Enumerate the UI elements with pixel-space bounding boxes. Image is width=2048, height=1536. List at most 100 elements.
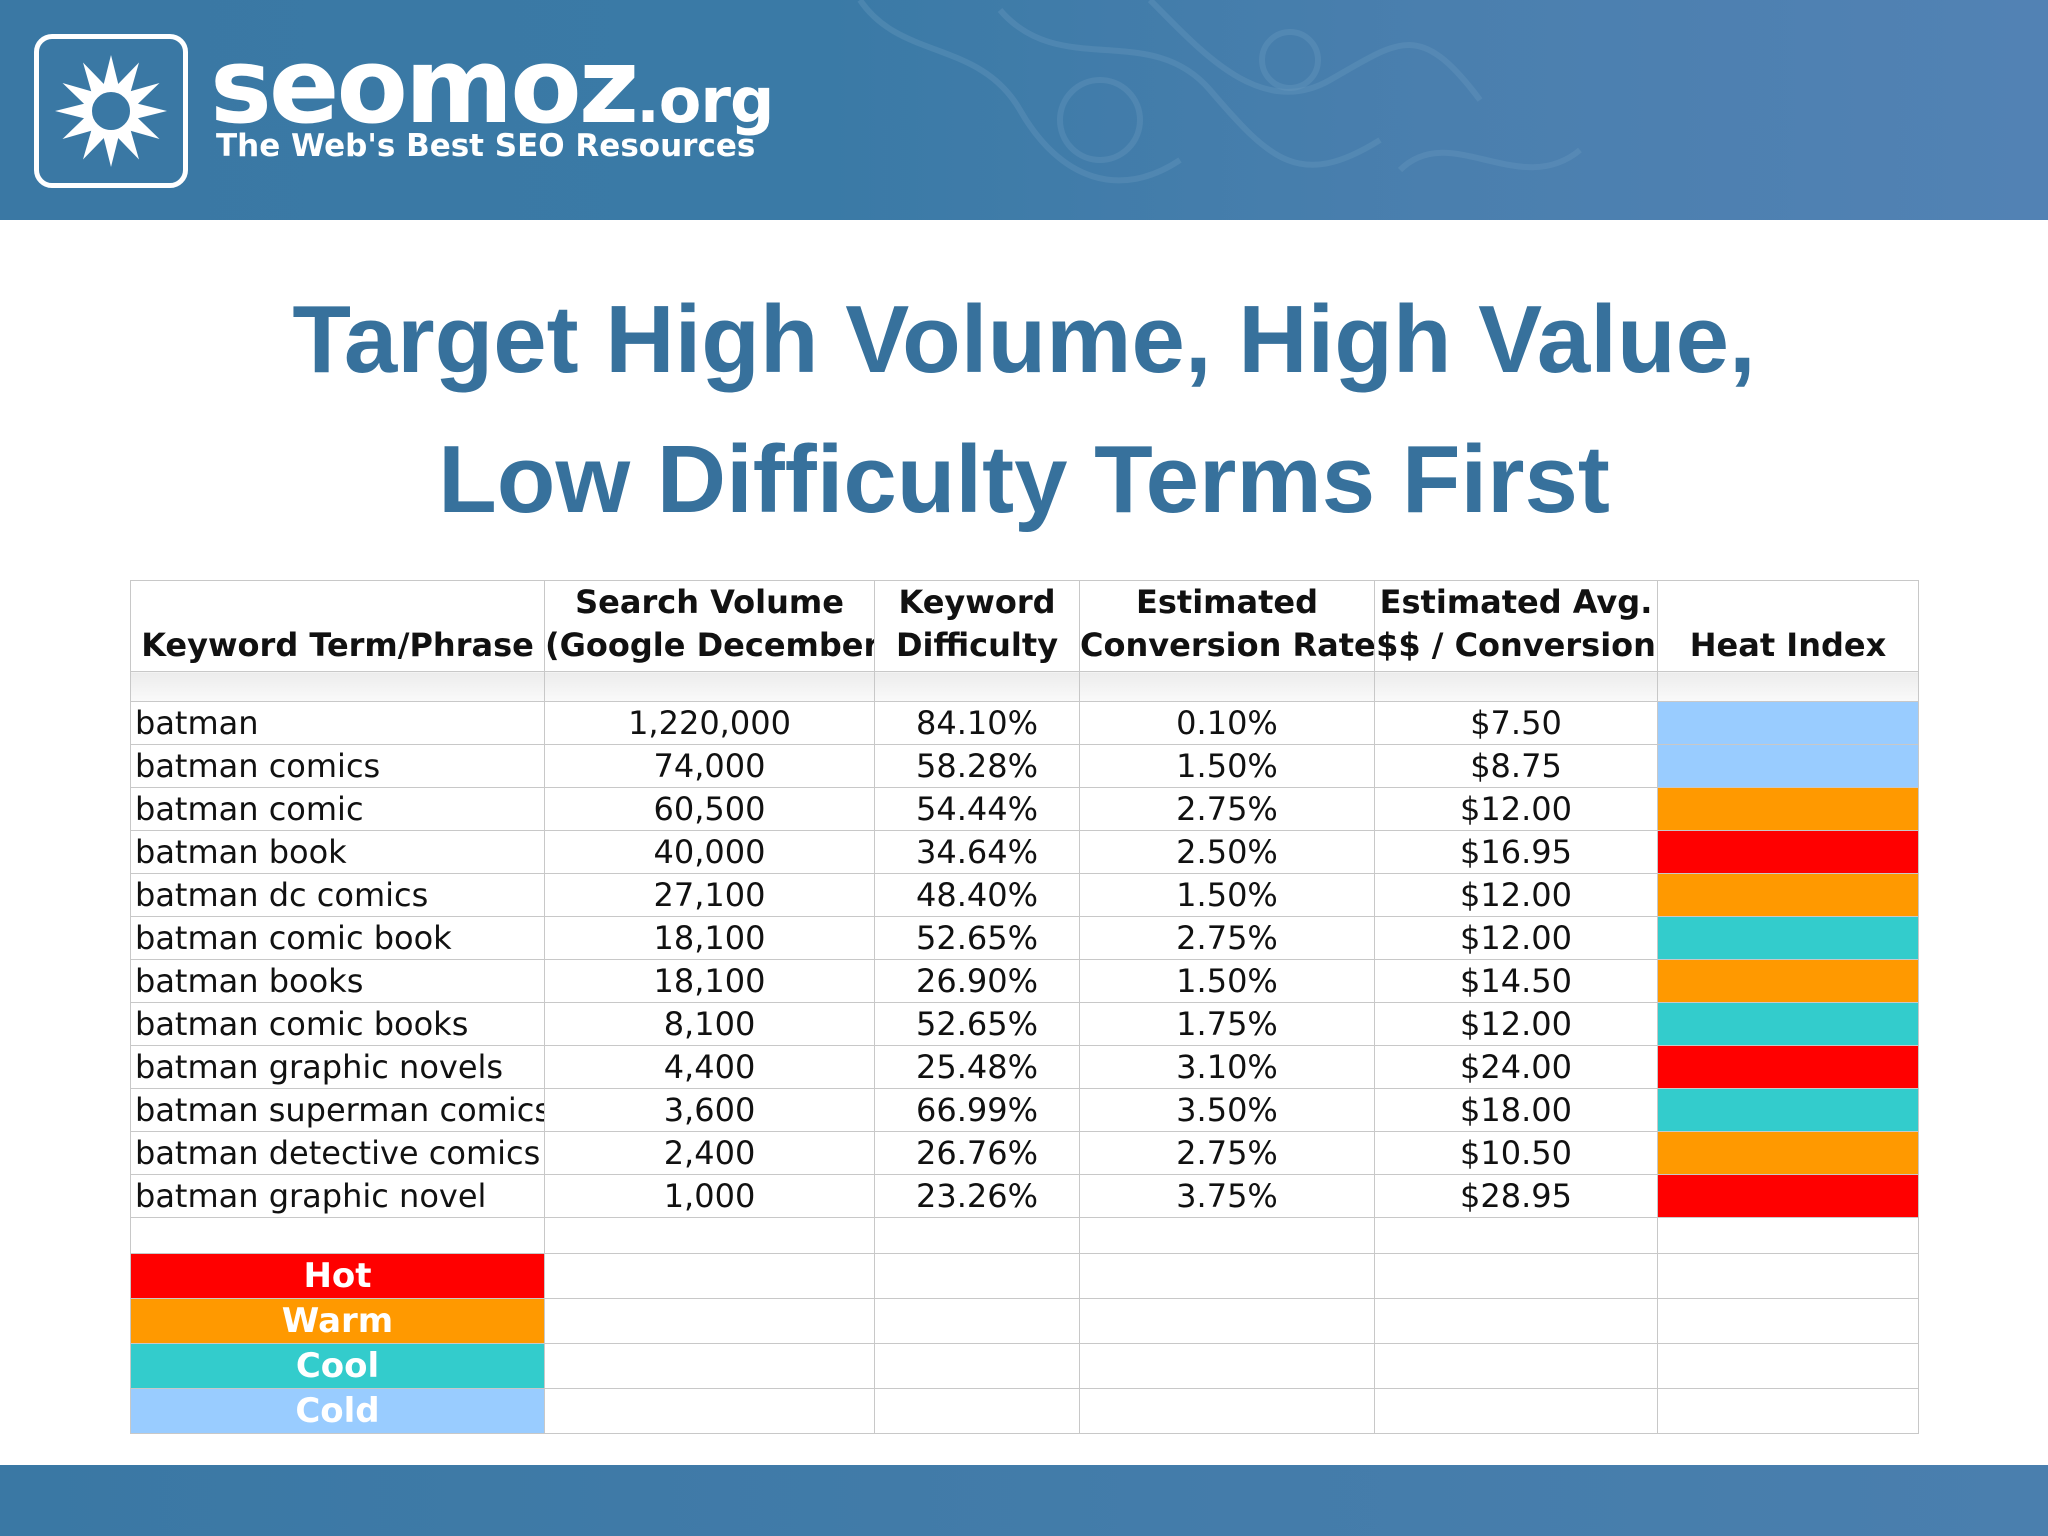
- cell-heat-index-swatch: [1657, 1002, 1919, 1046]
- footer-bar: [0, 1465, 2048, 1536]
- cell-keyword: batman comic books: [130, 1002, 545, 1046]
- cell-conversion-rate: 1.50%: [1079, 959, 1375, 1003]
- table-row: batman book 40,000 34.64% 2.50% $16.95: [130, 830, 1919, 874]
- cell-keyword: batman graphic novel: [130, 1174, 545, 1218]
- banner-pattern: [857, 0, 1582, 184]
- cell-conversion-rate: 2.75%: [1079, 916, 1375, 960]
- cell-heat-index-swatch: [1657, 873, 1919, 917]
- slide-title-line-2: Low Difficulty Terms First: [438, 426, 1610, 533]
- cell-keyword: batman books: [130, 959, 545, 1003]
- cell-search-volume: 27,100: [544, 873, 875, 917]
- cell-avg-value: $16.95: [1374, 830, 1658, 874]
- cell-search-volume: 40,000: [544, 830, 875, 874]
- cell-keyword: batman: [130, 701, 545, 745]
- legend-row: Hot: [130, 1253, 1919, 1299]
- cell-heat-index-swatch: [1657, 701, 1919, 745]
- cell-difficulty: 54.44%: [874, 787, 1080, 831]
- cell-conversion-rate: 1.50%: [1079, 744, 1375, 788]
- cell-avg-value: $12.00: [1374, 873, 1658, 917]
- cell-avg-value: $7.50: [1374, 701, 1658, 745]
- cell-heat-index-swatch: [1657, 1045, 1919, 1089]
- cell-conversion-rate: 3.50%: [1079, 1088, 1375, 1132]
- cell-avg-value: $14.50: [1374, 959, 1658, 1003]
- table-header-row: Keyword Term/Phrase Search Volume (Google…: [130, 580, 1919, 672]
- legend-item-cold: Cold: [130, 1388, 545, 1434]
- header-conversion-rate: Estimated Conversion Rate: [1079, 580, 1375, 672]
- legend-item-warm: Warm: [130, 1298, 545, 1344]
- cell-heat-index-swatch: [1657, 744, 1919, 788]
- table-row: batman graphic novels 4,400 25.48% 3.10% $24…: [130, 1045, 1919, 1089]
- cell-conversion-rate: 0.10%: [1079, 701, 1375, 745]
- cell-difficulty: 26.76%: [874, 1131, 1080, 1175]
- cell-keyword: batman detective comics: [130, 1131, 545, 1175]
- table-row: batman books 18,100 26.90% 1.50% $14.50: [130, 959, 1919, 1003]
- header-banner: seomoz.org The Web's Best SEO Resources: [0, 0, 2048, 220]
- cell-heat-index-swatch: [1657, 959, 1919, 1003]
- table-row: batman dc comics 27,100 48.40% 1.50% $12.00: [130, 873, 1919, 917]
- cell-conversion-rate: 3.10%: [1079, 1045, 1375, 1089]
- cell-avg-value: $12.00: [1374, 787, 1658, 831]
- cell-search-volume: 1,000: [544, 1174, 875, 1218]
- cell-keyword: batman comic book: [130, 916, 545, 960]
- legend-row: Cold: [130, 1388, 1919, 1434]
- table-row: batman graphic novel 1,000 23.26% 3.75% $28.…: [130, 1174, 1919, 1218]
- blank-row: [130, 1217, 1919, 1254]
- cell-search-volume: 1,220,000: [544, 701, 875, 745]
- table-row: batman comic book 18,100 52.65% 2.75% $12.00: [130, 916, 1919, 960]
- legend-row: Cool: [130, 1343, 1919, 1389]
- header-heat-index: Heat Index: [1657, 580, 1919, 672]
- cell-avg-value: $10.50: [1374, 1131, 1658, 1175]
- slide-title-line-1: Target High Volume, High Value,: [292, 286, 1756, 393]
- cell-search-volume: 8,100: [544, 1002, 875, 1046]
- cell-difficulty: 52.65%: [874, 916, 1080, 960]
- cell-keyword: batman book: [130, 830, 545, 874]
- cell-heat-index-swatch: [1657, 916, 1919, 960]
- legend-item-hot: Hot: [130, 1253, 545, 1299]
- header-avg-conversion-value: Estimated Avg. $$ / Conversion: [1374, 580, 1658, 672]
- table-row: batman 1,220,000 84.10% 0.10% $7.50: [130, 701, 1919, 745]
- cell-avg-value: $12.00: [1374, 916, 1658, 960]
- cell-difficulty: 52.65%: [874, 1002, 1080, 1046]
- table-row: batman detective comics 2,400 26.76% 2.75% $…: [130, 1131, 1919, 1175]
- header-search-volume: Search Volume (Google December): [544, 580, 875, 672]
- table-row: batman comic books 8,100 52.65% 1.75% $12.00: [130, 1002, 1919, 1046]
- cell-avg-value: $24.00: [1374, 1045, 1658, 1089]
- logo-tld-text: .org: [636, 64, 774, 137]
- table-row: batman comics 74,000 58.28% 1.50% $8.75: [130, 744, 1919, 788]
- cell-difficulty: 23.26%: [874, 1174, 1080, 1218]
- keyword-table: Keyword Term/Phrase Search Volume (Google…: [130, 580, 1919, 1434]
- cell-heat-index-swatch: [1657, 1131, 1919, 1175]
- cell-heat-index-swatch: [1657, 1174, 1919, 1218]
- cell-difficulty: 25.48%: [874, 1045, 1080, 1089]
- cell-search-volume: 3,600: [544, 1088, 875, 1132]
- header-spacer-row: [130, 671, 1919, 702]
- cell-conversion-rate: 1.50%: [1079, 873, 1375, 917]
- cell-search-volume: 2,400: [544, 1131, 875, 1175]
- cell-difficulty: 66.99%: [874, 1088, 1080, 1132]
- logo-wordmark: seomoz.org: [210, 34, 774, 138]
- slide-title: Target High Volume, High Value, Low Diff…: [0, 270, 2048, 550]
- cell-conversion-rate: 1.75%: [1079, 1002, 1375, 1046]
- cell-avg-value: $28.95: [1374, 1174, 1658, 1218]
- table-row: batman superman comics 3,600 66.99% 3.50% $1…: [130, 1088, 1919, 1132]
- cell-conversion-rate: 2.75%: [1079, 1131, 1375, 1175]
- cell-difficulty: 48.40%: [874, 873, 1080, 917]
- starburst-logo-icon: [55, 55, 167, 167]
- cell-conversion-rate: 2.50%: [1079, 830, 1375, 874]
- header-keyword-difficulty: Keyword Difficulty: [874, 580, 1080, 672]
- cell-avg-value: $12.00: [1374, 1002, 1658, 1046]
- logo-main-text: seomoz: [210, 25, 639, 147]
- cell-search-volume: 18,100: [544, 959, 875, 1003]
- cell-difficulty: 84.10%: [874, 701, 1080, 745]
- cell-heat-index-swatch: [1657, 830, 1919, 874]
- logo-tagline: The Web's Best SEO Resources: [216, 128, 756, 164]
- cell-difficulty: 26.90%: [874, 959, 1080, 1003]
- cell-avg-value: $18.00: [1374, 1088, 1658, 1132]
- logo-badge: [34, 34, 188, 188]
- cell-keyword: batman comic: [130, 787, 545, 831]
- cell-keyword: batman graphic novels: [130, 1045, 545, 1089]
- cell-keyword: batman superman comics: [130, 1088, 545, 1132]
- cell-difficulty: 34.64%: [874, 830, 1080, 874]
- cell-search-volume: 18,100: [544, 916, 875, 960]
- cell-conversion-rate: 3.75%: [1079, 1174, 1375, 1218]
